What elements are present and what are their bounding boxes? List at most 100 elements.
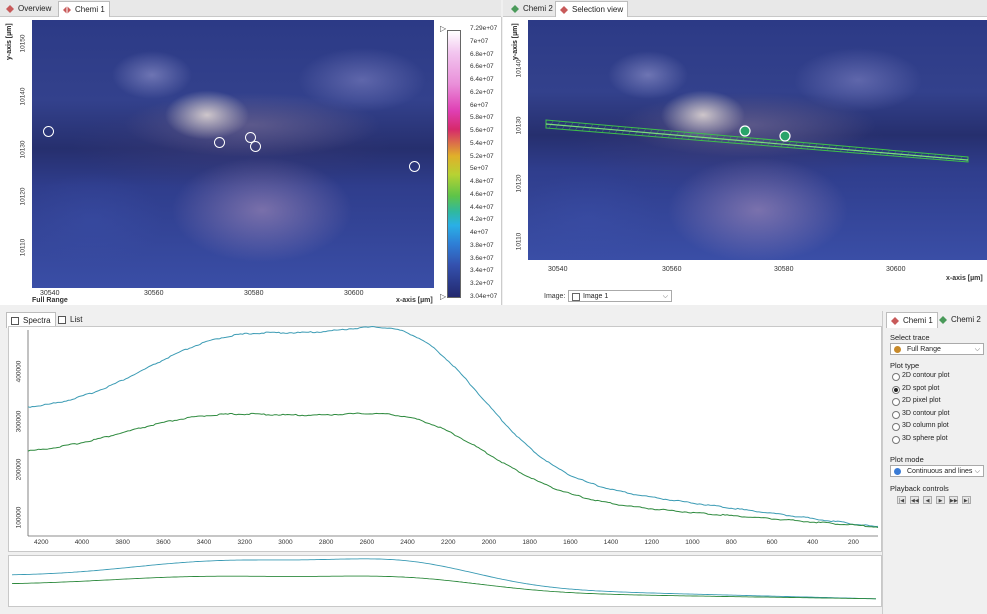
spectra-y-tick: 300000 — [15, 410, 23, 433]
spectra-x-tick: 3800 — [115, 539, 130, 546]
colorbar-label: 7e+07 — [470, 37, 489, 45]
colorbar-label: 5.4e+07 — [470, 139, 494, 147]
spectra-x-tick: 400 — [807, 539, 819, 546]
colorbar-label: 4.2e+07 — [470, 216, 494, 224]
plot-type-radio[interactable]: 2D pixel plot — [892, 397, 941, 406]
plot-type-radio[interactable]: 3D sphere plot — [892, 435, 948, 444]
colorbar-label: 4e+07 — [470, 229, 489, 237]
spectra-x-tick: 1800 — [522, 539, 537, 546]
spectra-icon — [11, 317, 19, 325]
colorbar-max-handle-icon[interactable]: ▷ — [440, 24, 447, 33]
tab-spectra[interactable]: Spectra — [6, 312, 56, 328]
panel-tab-chemi-2[interactable]: Chemi 2 — [935, 312, 985, 327]
plot-type-radio[interactable]: 3D contour plot — [892, 410, 949, 419]
selection-point — [779, 130, 791, 142]
overview-chart[interactable] — [8, 555, 880, 605]
colorbar-min-handle-icon[interactable]: ▷ — [440, 292, 447, 301]
plot-mode-select[interactable]: Continuous and lines ⌵ — [890, 465, 984, 477]
overview-upper — [11, 558, 877, 600]
right-micrograph[interactable] — [528, 20, 987, 260]
colorbar-label: 6e+07 — [470, 101, 489, 109]
plot-mode-label: Plot mode — [890, 455, 924, 464]
y-tick: 10130 — [19, 140, 27, 159]
playback-button[interactable]: ◀ — [923, 496, 932, 504]
colorbar-label: 3.8e+07 — [470, 241, 494, 249]
chem-icon — [939, 316, 947, 324]
tab-selection-view[interactable]: Selection view — [555, 1, 629, 17]
spectra-x-tick: 3000 — [278, 539, 293, 546]
y-tick: 10150 — [19, 34, 27, 53]
y-tick: 10120 — [515, 174, 523, 193]
playback-button[interactable]: ◀◀ — [910, 496, 919, 504]
playback-button[interactable]: ▶ — [936, 496, 945, 504]
control-panel — [882, 311, 987, 614]
overview-lower — [11, 575, 876, 600]
colorbar-label: 5.2e+07 — [470, 152, 494, 160]
spectra-x-tick: 1600 — [563, 539, 578, 546]
tab-chemi-1[interactable]: Chemi 1 — [58, 1, 110, 17]
spectra-x-tick: 2400 — [400, 539, 415, 546]
colorbar-label: 3.4e+07 — [470, 267, 494, 275]
colorbar-label: 6.8e+07 — [470, 50, 494, 58]
spectra-chart[interactable] — [8, 326, 880, 550]
selection-region[interactable] — [528, 20, 987, 260]
tab-overview[interactable]: Overview — [2, 1, 55, 16]
x-tick: 30600 — [344, 290, 364, 297]
spot-navy[interactable] — [409, 161, 420, 172]
spectra-x-tick: 2000 — [481, 539, 497, 546]
spectra-x-tick: 2200 — [441, 539, 456, 546]
spectra-x-tick: 800 — [725, 539, 737, 546]
spectra-x-tick: 2800 — [318, 539, 334, 546]
colorbar-label: 7.29e+07 — [470, 25, 498, 32]
chem-icon — [511, 5, 519, 13]
y-tick: 10130 — [515, 116, 523, 135]
playback-button[interactable]: |◀ — [897, 496, 906, 504]
playback-button[interactable]: ▶▶ — [949, 496, 958, 504]
plot-type-label: Plot type — [890, 361, 920, 370]
spectra-x-tick: 2600 — [359, 539, 375, 546]
spectra-x-tick: 3600 — [156, 539, 171, 546]
spot-magenta[interactable] — [214, 137, 225, 148]
y-tick: 10140 — [19, 87, 27, 106]
tab-list[interactable]: List — [54, 312, 86, 327]
right-x-axis-title: x-axis [µm] — [946, 275, 983, 282]
image-icon — [572, 293, 580, 301]
colorbar-label: 5e+07 — [470, 165, 489, 173]
image-label: Image: — [544, 293, 566, 300]
trace-icon — [894, 346, 901, 353]
spectra-x-tick: 200 — [848, 539, 859, 546]
spectra-y-tick: 100000 — [15, 506, 23, 529]
colorbar-label: 6.4e+07 — [470, 76, 494, 84]
x-tick: 30560 — [144, 290, 164, 297]
mode-icon — [894, 468, 901, 475]
x-tick: 30580 — [244, 290, 264, 297]
panel-tab-chemi-1[interactable]: Chemi 1 — [886, 312, 938, 328]
spectra-tabbar: Spectra List — [0, 311, 880, 328]
y-tick: 10140 — [515, 59, 523, 78]
spectra-x-tick: 1000 — [685, 539, 700, 546]
spectra-x-tick: 4200 — [34, 539, 49, 546]
plot-type-radio[interactable]: 2D contour plot — [892, 372, 949, 381]
colorbar-label: 3.2e+07 — [470, 280, 494, 288]
colorbar-label: 4.8e+07 — [470, 178, 494, 186]
x-tick: 30540 — [40, 290, 60, 297]
spot-cyan[interactable] — [250, 141, 261, 152]
spot-white[interactable] — [43, 126, 54, 137]
spectrum-upper — [27, 326, 879, 528]
x-tick: 30600 — [886, 266, 906, 273]
overview-plot-panel — [8, 555, 882, 607]
left-micrograph[interactable] — [32, 20, 434, 288]
image-select[interactable]: Image 1 ⌵ — [568, 290, 672, 302]
colorbar-label: 3.04e+07 — [470, 293, 498, 300]
trace-select[interactable]: Full Range ⌵ — [890, 343, 984, 355]
chevron-down-icon: ⌵ — [974, 346, 980, 353]
playback-button[interactable]: ▶| — [962, 496, 971, 504]
plot-type-radio[interactable]: 3D column plot — [892, 422, 949, 431]
colorbar-label: 6.6e+07 — [470, 63, 494, 71]
colorbar-label: 5.8e+07 — [470, 114, 494, 122]
spectra-x-tick: 3400 — [196, 539, 212, 546]
plot-type-radio[interactable]: 2D spot plot — [892, 385, 939, 394]
chevron-down-icon: ⌵ — [974, 468, 980, 475]
spectra-x-tick: 600 — [766, 539, 778, 546]
tab-chemi-2[interactable]: Chemi 2 — [507, 1, 557, 16]
